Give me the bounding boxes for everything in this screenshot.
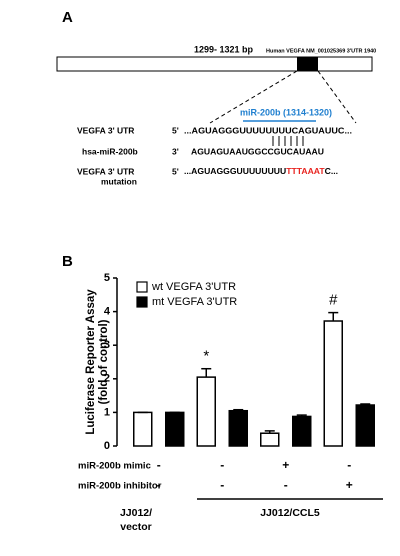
- row-prefix: 5': [172, 166, 179, 176]
- zoom-line: [317, 70, 357, 124]
- legend-swatch: [136, 281, 148, 293]
- chart: 0 1 2 3 4 5 Luciferase Reporter Assay (fold of …: [78, 272, 383, 533]
- bar: [165, 411, 185, 447]
- y-tick-label: 0: [104, 440, 110, 452]
- group-label: vector: [120, 521, 152, 533]
- row-name: VEGFA 3' UTR: [77, 166, 134, 176]
- gene-label: Human VEGFA NM_001025369 3'UTR 1940: [266, 48, 376, 54]
- row-name: hsa-miR-200b: [82, 146, 138, 156]
- condition-sign: +: [282, 458, 289, 472]
- condition-sign: -: [347, 458, 351, 472]
- condition-sign: -: [220, 478, 224, 492]
- condition-label: miR-200b inhibitor: [78, 481, 162, 492]
- mutation-part: TTTAAAT: [286, 166, 325, 176]
- group-label: JJ012/CCL5: [260, 507, 320, 519]
- sequence-part: C...: [325, 166, 338, 176]
- bar: [133, 411, 153, 447]
- annotation: *: [203, 348, 209, 365]
- pairing: [272, 136, 304, 146]
- site-label: miR-200b (1314-1320): [240, 107, 332, 117]
- condition-sign: -: [220, 458, 224, 472]
- row-name: mutation: [101, 176, 137, 186]
- y-tick-label: 3: [104, 339, 110, 351]
- bar: [196, 376, 216, 447]
- sequence-part: ...AGUAGGGUUUUUUUU: [184, 166, 286, 176]
- condition-sign: +: [346, 478, 353, 492]
- panel-label: B: [62, 253, 73, 270]
- bar: [260, 432, 280, 447]
- condition-label: miR-200b mimic: [78, 461, 151, 472]
- range-label: 1299- 1321 bp: [194, 44, 254, 54]
- annotation: #: [329, 292, 338, 309]
- bar: [292, 415, 312, 447]
- y-axis-label: (fold of control): [98, 319, 110, 404]
- sequence: ...AGUAGGGUUUUUUUUTTTAAATC...: [184, 166, 338, 176]
- group-label: JJ012/: [120, 507, 152, 519]
- row-prefix: 5': [172, 125, 179, 135]
- utr-box: [56, 56, 373, 72]
- condition-sign: -: [157, 478, 161, 492]
- y-tick-label: 2: [104, 373, 110, 385]
- row-prefix: 3': [172, 146, 179, 156]
- condition-sign: -: [157, 458, 161, 472]
- y-tick-label: 1: [104, 406, 110, 418]
- panel-label: A: [62, 9, 73, 26]
- sequence: ...AGUAGGGUUUUUUUUCAGUAUUC...: [184, 125, 352, 135]
- row-name: VEGFA 3' UTR: [77, 125, 134, 135]
- y-tick-label: 4: [104, 306, 111, 318]
- y-axis-label: Luciferase Reporter Assay: [85, 289, 97, 435]
- bar: [355, 404, 375, 447]
- legend-swatch: [136, 296, 148, 308]
- condition-sign: -: [284, 478, 288, 492]
- legend-label: mt VEGFA 3'UTR: [152, 296, 237, 308]
- zoom-line: [209, 70, 298, 124]
- bar: [228, 409, 248, 447]
- bar: [323, 320, 343, 447]
- sequence: AGUAGUAAUGGCCGUCAUAAU: [191, 146, 324, 156]
- y-tick-label: 5: [104, 272, 110, 284]
- site-box: [297, 57, 318, 71]
- legend-label: wt VEGFA 3'UTR: [151, 281, 236, 293]
